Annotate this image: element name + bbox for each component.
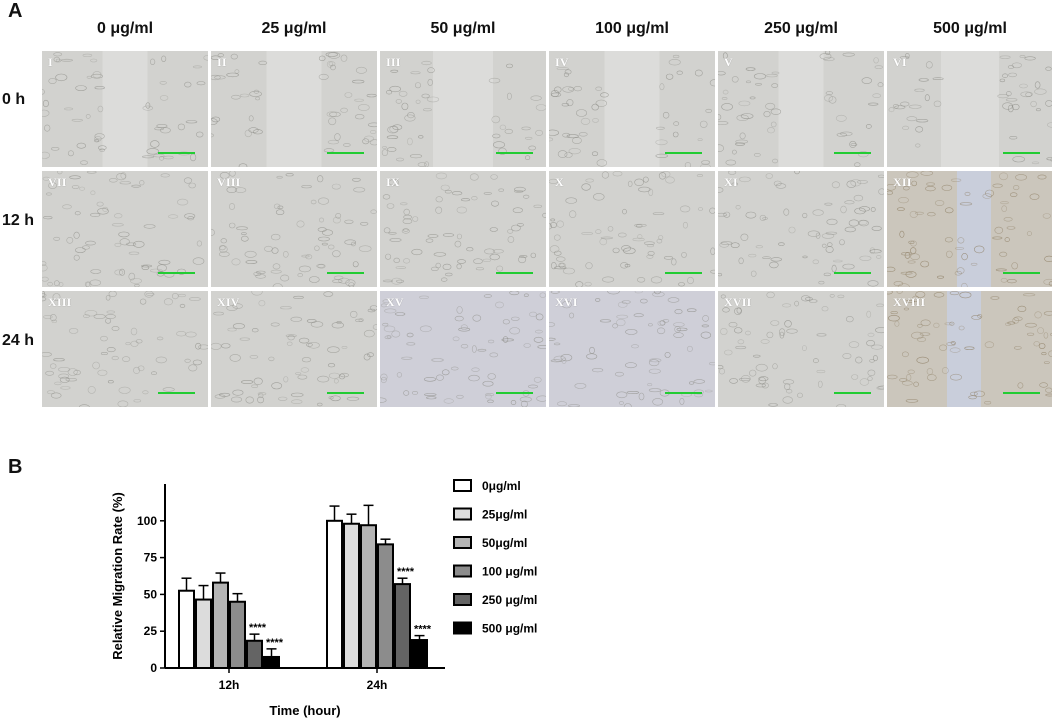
legend-label: 0μg/ml	[482, 479, 521, 493]
micrograph-14: XIV	[211, 291, 377, 407]
bar	[326, 519, 343, 669]
micrograph-7: VII	[42, 171, 208, 287]
legend-swatch	[453, 536, 472, 549]
legend-swatch	[453, 564, 472, 578]
micrograph-2: II	[211, 51, 377, 167]
micrograph-10: X	[549, 171, 715, 287]
column-header-3: 100 μg/ml	[595, 20, 669, 37]
micrograph-label: VIII	[217, 175, 241, 189]
significance-mark: ****	[414, 624, 432, 636]
column-header-4: 250 μg/ml	[764, 20, 838, 37]
y-axis-label: Relative Migration Rate (%)	[110, 492, 125, 660]
micrograph-label: IX	[386, 175, 400, 189]
y-tick-label: 25	[144, 624, 158, 638]
micrograph-1: I	[42, 51, 208, 167]
legend-label: 250 μg/ml	[482, 593, 537, 607]
bar	[411, 639, 428, 669]
significance-mark: ****	[249, 622, 267, 634]
micrograph-label: XI	[724, 175, 738, 189]
micrograph-3: III	[380, 51, 546, 167]
legend-label: 100 μg/ml	[482, 565, 537, 579]
micrograph-label: V	[724, 55, 733, 69]
bar	[360, 524, 377, 669]
micrograph-13: XIII	[42, 291, 208, 407]
bar	[178, 589, 195, 669]
micrograph-8: VIII	[211, 171, 377, 287]
bar	[263, 655, 280, 670]
micrograph-label: VI	[893, 55, 907, 69]
row-header-2: 24 h	[2, 332, 35, 349]
y-tick-label: 100	[137, 514, 157, 528]
panel-a-label: A	[8, 0, 23, 22]
micrograph-label: X	[555, 175, 564, 189]
micrograph-5: V	[718, 51, 884, 167]
bar	[212, 581, 229, 669]
legend-label: 50μg/ml	[482, 536, 527, 550]
micrograph-17: XVII	[718, 291, 884, 407]
significance-mark: ****	[266, 637, 284, 649]
bar	[343, 522, 360, 669]
micrograph-11: XI	[718, 171, 884, 287]
row-header-0: 0 h	[2, 91, 26, 108]
micrograph-label: XIII	[48, 295, 72, 309]
micrograph-label: XIV	[217, 295, 240, 309]
legend-swatch	[453, 621, 472, 635]
bar	[229, 600, 246, 669]
micrograph-18: XVIII	[887, 291, 1052, 407]
micrograph-6: VI	[887, 51, 1052, 167]
bar	[195, 598, 212, 669]
bar	[246, 639, 263, 670]
significance-mark: ****	[397, 566, 415, 578]
column-header-0: 0 μg/ml	[96, 20, 154, 37]
micrograph-12: XII	[887, 171, 1052, 287]
legend-swatch	[453, 507, 472, 521]
y-tick-label: 0	[150, 661, 157, 675]
x-axis-label: Time (hour)	[269, 703, 340, 718]
column-header-1: 25 μg/ml	[261, 20, 327, 37]
legend-swatch	[453, 593, 472, 606]
x-tick-label: 24h	[367, 678, 388, 692]
micrograph-label: III	[386, 55, 401, 69]
micrograph-label: VII	[48, 175, 67, 189]
micrograph-label: I	[48, 55, 53, 69]
panel-b-label: B	[8, 456, 23, 478]
migration-bar-chart: 0 25 50 75 100 Relative Migration Rate (%) Tim…	[110, 479, 537, 718]
legend-label: 25μg/ml	[482, 508, 527, 522]
bar	[394, 583, 411, 669]
micrograph-label: II	[217, 55, 227, 69]
y-tick-label: 75	[144, 551, 158, 565]
y-tick-label: 50	[144, 587, 158, 601]
micrograph-label: XV	[386, 295, 404, 309]
micrograph-9: IX	[380, 171, 546, 287]
row-header-1: 12 h	[2, 212, 35, 229]
bar	[377, 543, 394, 669]
micrograph-label: XVII	[724, 295, 752, 309]
micrograph-4: IV	[549, 51, 715, 167]
micrograph-15: XV	[380, 291, 546, 407]
micrograph-label: XVIII	[893, 295, 926, 309]
micrograph-label: XII	[893, 175, 912, 189]
micrograph-label: IV	[555, 55, 569, 69]
x-tick-label: 12h	[219, 678, 240, 692]
column-header-2: 50 μg/ml	[430, 20, 496, 37]
micrograph-label: XVI	[555, 295, 578, 309]
legend-swatch	[453, 479, 472, 492]
column-header-5: 500 μg/ml	[933, 20, 1007, 37]
legend-label: 500 μg/ml	[482, 622, 537, 636]
micrograph-16: XVI	[549, 291, 715, 407]
